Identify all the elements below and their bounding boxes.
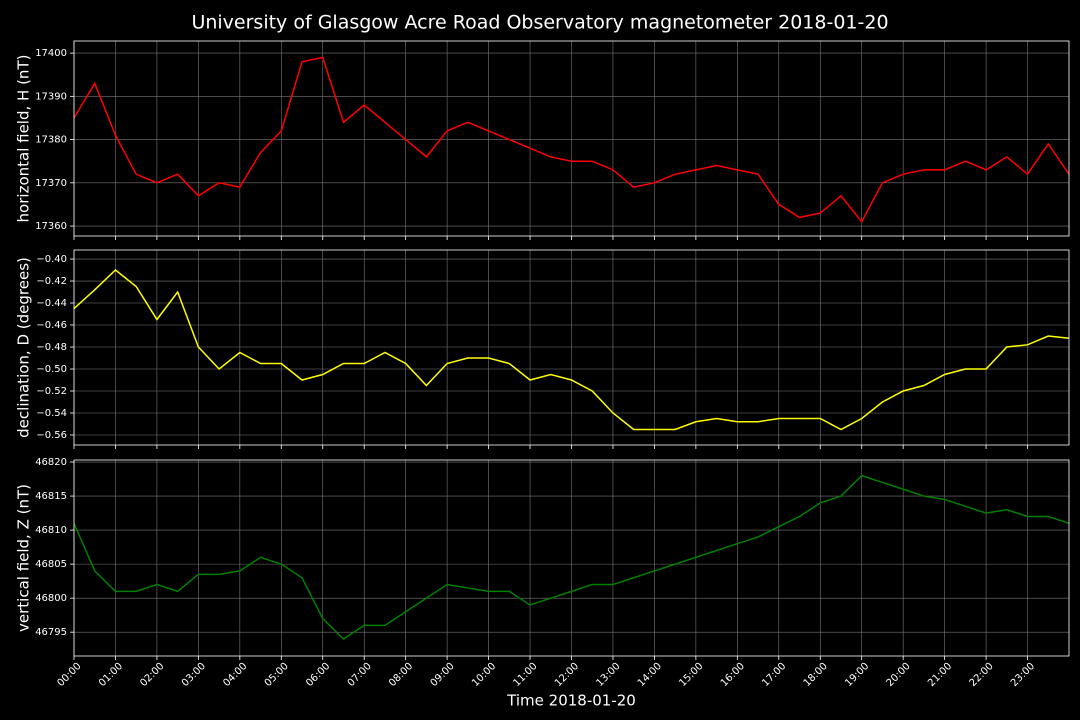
y-tick-label: 46805	[35, 559, 67, 570]
x-tick-label: 11:00	[512, 661, 540, 689]
data-line	[73, 56, 1070, 224]
x-tick-label: 14:00	[636, 661, 664, 689]
x-tick-label: 10:00	[470, 661, 498, 689]
axes-frame	[73, 40, 1070, 237]
y-tick-label: −0.56	[36, 430, 67, 441]
x-tick-label: 02:00	[138, 661, 166, 689]
data-line	[73, 269, 1070, 431]
y-axis-label: vertical field, Z (nT)	[15, 484, 33, 632]
x-tick-label: 03:00	[180, 661, 208, 689]
y-tick-label: 46815	[35, 491, 67, 502]
y-tick-label: −0.48	[36, 342, 67, 353]
x-tick-label: 05:00	[263, 661, 291, 689]
x-tick-label: 16:00	[719, 661, 747, 689]
x-tick-label: 15:00	[677, 661, 705, 689]
y-tick-label: −0.46	[36, 320, 67, 331]
data-line	[73, 474, 1070, 640]
x-tick-label: 20:00	[885, 661, 913, 689]
figure-title: University of Glasgow Acre Road Observat…	[191, 12, 888, 34]
x-tick-label: 06:00	[304, 661, 332, 689]
y-tick-label: 46810	[35, 525, 67, 536]
x-tick-label: 19:00	[843, 661, 871, 689]
axes-frame	[73, 459, 1070, 657]
y-tick-label: −0.52	[36, 386, 67, 397]
x-tick-label: 01:00	[97, 661, 125, 689]
x-tick-label: 00:00	[55, 661, 83, 689]
y-tick-label: 17390	[35, 91, 67, 102]
x-tick-label: 09:00	[429, 661, 457, 689]
y-tick-label: 46795	[35, 627, 67, 638]
x-tick-label: 17:00	[760, 661, 788, 689]
x-tick-label: 22:00	[968, 661, 996, 689]
x-tick-label: 13:00	[594, 661, 622, 689]
y-tick-label: 17360	[35, 221, 67, 232]
y-tick-label: 46800	[35, 593, 67, 604]
y-tick-label: 17370	[35, 178, 67, 189]
y-axis-label: horizontal field, H (nT)	[15, 55, 33, 223]
y-tick-label: 46820	[35, 457, 67, 468]
axes-frame	[73, 249, 1070, 446]
y-axis-label: declination, D (degrees)	[15, 257, 33, 438]
x-tick-label: 21:00	[926, 661, 954, 689]
x-tick-label: 23:00	[1009, 661, 1037, 689]
x-tick-label: 08:00	[387, 661, 415, 689]
y-tick-label: 17380	[35, 135, 67, 146]
y-tick-label: −0.40	[36, 254, 67, 265]
x-tick-label: 07:00	[346, 661, 374, 689]
x-tick-label: 04:00	[221, 661, 249, 689]
x-axis-label: Time 2018-01-20	[506, 692, 636, 710]
y-tick-label: −0.42	[36, 276, 67, 287]
x-tick-label: 18:00	[802, 661, 830, 689]
y-tick-label: 17400	[35, 48, 67, 59]
x-tick-label: 12:00	[553, 661, 581, 689]
y-tick-label: −0.54	[36, 408, 67, 419]
y-tick-label: −0.50	[36, 364, 67, 375]
y-tick-label: −0.44	[36, 298, 67, 309]
